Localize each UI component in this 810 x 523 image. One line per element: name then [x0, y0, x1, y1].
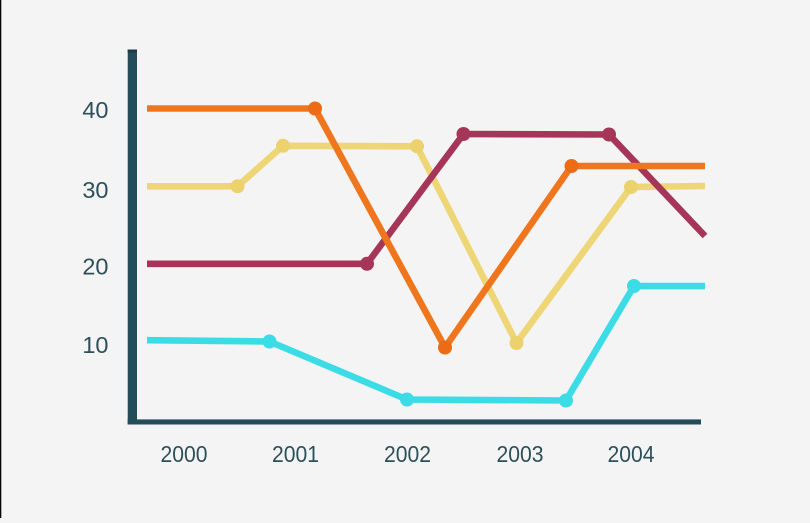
svg-text:2000: 2000 [161, 441, 208, 467]
svg-text:20: 20 [82, 254, 108, 280]
svg-text:2001: 2001 [272, 441, 319, 467]
svg-text:2003: 2003 [497, 441, 544, 467]
svg-text:2002: 2002 [384, 441, 431, 467]
svg-text:30: 30 [82, 177, 108, 203]
svg-text:2004: 2004 [608, 441, 655, 467]
svg-text:10: 10 [82, 332, 108, 358]
svg-text:40: 40 [82, 97, 108, 123]
